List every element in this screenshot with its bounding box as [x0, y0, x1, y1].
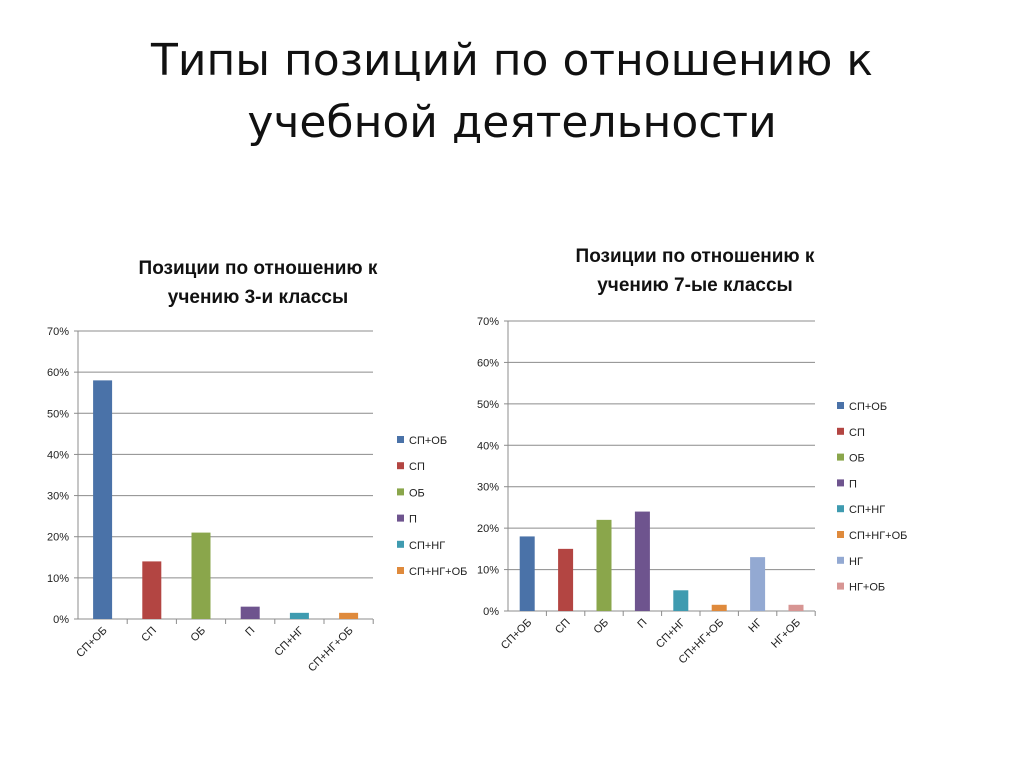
chart-2-legend-swatch: [837, 453, 844, 461]
chart-2-bar-6: [711, 604, 727, 611]
chart-2-legend-label: ОБ: [849, 453, 865, 465]
chart-1-legend-label: П: [409, 514, 417, 526]
chart-2-legend-label: СП+НГ: [849, 504, 885, 516]
chart-1-category-label: СП+НГ: [272, 625, 306, 659]
chart-1-title: Позиции по отношению к учению 3-и классы: [78, 254, 438, 312]
chart-2-title-line-2: учению 7-ые классы: [597, 275, 793, 296]
chart-2-y-tick-label: 10%: [477, 565, 499, 577]
chart-1-category-label: П: [243, 625, 257, 639]
chart-1-legend-label: СП+НГ+ОБ: [409, 566, 467, 578]
chart-1-title-line-2: учению 3-и классы: [167, 287, 349, 308]
chart-1-legend-swatch: [397, 514, 404, 522]
chart-2-y-tick-label: 20%: [477, 523, 499, 535]
chart-2-title: Позиции по отношению к учению 7-ые класс…: [515, 242, 875, 300]
chart-2-y-tick-label: 30%: [477, 482, 499, 494]
chart-2-category-label: СП: [553, 617, 573, 637]
chart-2-legend-swatch: [837, 531, 844, 538]
chart-1-legend-label: СП: [409, 461, 425, 473]
chart-2-bar-5: [673, 590, 689, 611]
chart-2-legend-swatch: [837, 427, 844, 435]
chart-2-legend-label: СП: [849, 427, 865, 439]
chart-2-legend-label: НГ+ОБ: [849, 582, 885, 594]
chart-1-y-tick-label: 30%: [47, 491, 69, 503]
chart-2-category-label: ОБ: [591, 617, 611, 637]
slide-title: Типы позиций по отношению к учебной деят…: [60, 30, 964, 154]
chart-2-legend-swatch: [837, 582, 844, 590]
chart-1-y-tick-label: 40%: [47, 449, 69, 461]
chart-1-legend-swatch: [397, 436, 404, 443]
slide-title-line-1: Типы позиций по отношению к: [151, 35, 873, 86]
chart-2-title-line-1: Позиции по отношению к: [575, 246, 815, 267]
chart-2-bar-2: [558, 548, 574, 611]
chart-1-y-tick-label: 10%: [47, 573, 69, 585]
chart-1-category-label: СП: [139, 625, 159, 645]
chart-1-category-label: СП+НГ+ОБ: [306, 625, 356, 675]
chart-1-legend-swatch: [397, 540, 404, 548]
chart-1-legend-label: ОБ: [409, 487, 425, 499]
chart-1-bar-5: [289, 612, 309, 619]
chart-1-y-tick-label: 20%: [47, 532, 69, 544]
chart-1-category-label: СП+ОБ: [74, 625, 109, 660]
chart-2-bar-7: [750, 557, 766, 611]
chart-1-bar-6: [339, 612, 359, 619]
chart-1-legend-swatch: [397, 567, 404, 574]
chart-2-legend-swatch: [837, 479, 844, 487]
chart-2-bar-4: [634, 511, 650, 611]
chart-1-bar-3: [191, 532, 211, 619]
chart-2-category-label: НГ+ОБ: [769, 617, 803, 651]
chart-2-bar-3: [596, 519, 612, 611]
chart-1-legend-label: СП+НГ: [409, 540, 445, 552]
chart-2-category-label: П: [635, 617, 649, 631]
chart-1-legend-label: СП+ОБ: [409, 435, 447, 447]
chart-2-legend-label: П: [849, 478, 857, 490]
chart-1-legend-swatch: [397, 462, 404, 470]
chart-1-y-tick-label: 60%: [47, 367, 69, 379]
chart-2-legend-swatch: [837, 556, 844, 564]
slide-title-line-2: учебной деятельности: [247, 97, 777, 148]
chart-1-bar-2: [142, 561, 162, 619]
chart-2-y-tick-label: 40%: [477, 440, 499, 452]
chart-2-legend-swatch: [837, 402, 844, 409]
chart-2-legend-label: СП+НГ+ОБ: [849, 530, 907, 542]
chart-2-category-label: СП+ОБ: [499, 617, 534, 652]
chart-1-bar-4: [240, 606, 260, 619]
chart-2-y-tick-label: 70%: [477, 316, 499, 328]
chart-1-y-tick-label: 50%: [47, 408, 69, 420]
chart-2-category-label: НГ: [746, 617, 764, 635]
chart-2-category-label: СП+НГ: [654, 617, 688, 651]
chart-2-legend-label: НГ: [849, 556, 863, 568]
chart-2-y-tick-label: 60%: [477, 357, 499, 369]
chart-1-category-label: ОБ: [188, 625, 208, 645]
chart-2-y-tick-label: 0%: [483, 606, 499, 618]
chart-1-y-tick-label: 0%: [53, 614, 69, 626]
chart-1-y-tick-label: 70%: [47, 326, 69, 338]
chart-2-bar-1: [519, 536, 535, 611]
chart-2-y-tick-label: 50%: [477, 399, 499, 411]
chart-2-legend-swatch: [837, 505, 844, 513]
chart-2-bar-8: [788, 604, 804, 611]
chart-1-bar-1: [93, 380, 113, 619]
chart-1-legend-swatch: [397, 488, 404, 496]
chart-1-title-line-1: Позиции по отношению к: [138, 258, 378, 279]
chart-2-legend-label: СП+ОБ: [849, 401, 887, 413]
